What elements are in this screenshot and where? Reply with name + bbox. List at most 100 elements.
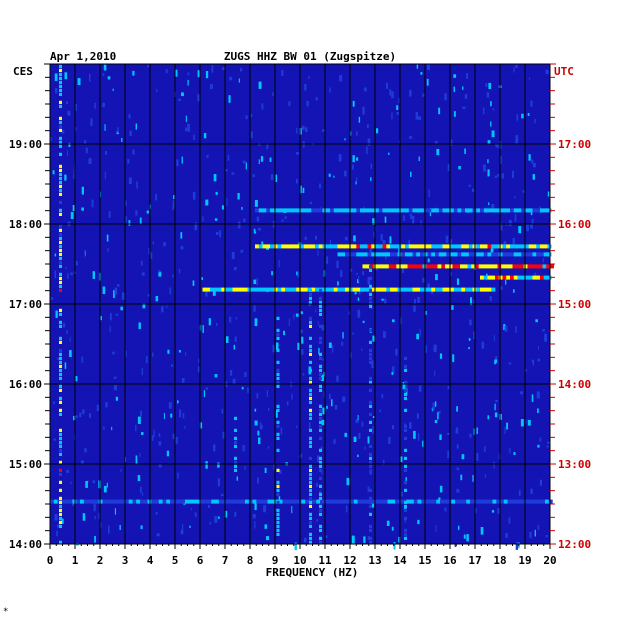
spectrogram-cell xyxy=(342,396,346,403)
spectrogram-cell xyxy=(234,436,237,440)
spectrogram-cell xyxy=(517,275,522,280)
spectrogram-cell xyxy=(404,424,407,428)
spectrogram-cell xyxy=(376,128,379,134)
spectrogram-cell xyxy=(264,524,268,529)
spectrogram-cell xyxy=(369,400,372,404)
spectrogram-cell xyxy=(342,499,347,504)
spectrogram-cell xyxy=(89,413,92,418)
spectrogram-cell xyxy=(512,264,517,269)
spectrogram-cell xyxy=(337,208,342,213)
spectrogram-cell xyxy=(106,234,109,242)
spectrogram-cell xyxy=(513,252,518,257)
spectrogram-cell xyxy=(179,409,182,418)
spectrogram-cell xyxy=(408,252,413,257)
spectrogram-cell xyxy=(473,331,476,340)
spectrogram-cell xyxy=(488,82,492,89)
spectrogram-cell xyxy=(302,187,305,193)
spectrogram-cell xyxy=(255,287,259,292)
spectrogram-cell xyxy=(415,264,419,269)
spectrogram-cell xyxy=(491,130,495,138)
spectrogram-cell xyxy=(59,496,62,500)
spectrogram-cell xyxy=(173,499,178,504)
spectrogram-cell xyxy=(502,244,507,249)
spectrogram-cell xyxy=(422,277,425,283)
spectrogram-cell xyxy=(125,350,127,357)
spectrogram-cell xyxy=(416,252,421,257)
spectrogram-cell xyxy=(59,460,62,464)
spectrogram-cell xyxy=(74,103,77,111)
spectrogram-cell xyxy=(463,534,466,539)
spectrogram-cell xyxy=(389,89,392,96)
spectrogram-cell xyxy=(400,456,403,462)
spectrogram-cell xyxy=(304,84,307,91)
spectrogram-cell xyxy=(59,348,62,352)
spectrogram-cell xyxy=(384,216,387,223)
spectrogram-cell xyxy=(252,174,255,178)
spectrogram-cell xyxy=(121,292,125,300)
spectrogram-cell xyxy=(520,419,524,427)
spectrogram-cell xyxy=(208,318,211,326)
spectrogram-cell xyxy=(59,272,62,276)
spectrogram-cell xyxy=(156,89,158,92)
spectrogram-cell xyxy=(326,405,328,409)
spectrogram-cell xyxy=(336,375,339,382)
spectrogram-cell xyxy=(494,403,496,411)
spectrogram-cell xyxy=(207,499,212,504)
x-tick-label: 15 xyxy=(418,554,431,567)
spectrogram-cell xyxy=(341,252,346,257)
spectrogram-cell xyxy=(532,252,537,257)
spectrogram-cell xyxy=(546,264,551,269)
spectrogram-cell xyxy=(513,289,515,293)
spectrogram-cell xyxy=(461,252,466,257)
spectrogram-cell xyxy=(446,208,451,213)
spectrogram-cell xyxy=(461,287,466,292)
spectrogram-cell xyxy=(309,480,312,484)
spectrogram-cell xyxy=(322,358,324,361)
spectrogram-cell xyxy=(135,123,137,130)
spectrogram-cell xyxy=(276,348,280,352)
spectrogram-cell xyxy=(177,472,179,479)
spectrogram-cell xyxy=(259,422,262,429)
spectrogram-cell xyxy=(102,499,107,504)
spectrogram-cell xyxy=(318,208,323,213)
spectrogram-cell xyxy=(232,287,237,292)
spectrogram-cell xyxy=(270,208,274,213)
spectrogram-cell xyxy=(103,64,107,71)
x-tick-label: 13 xyxy=(368,554,381,567)
spectrogram-cell xyxy=(470,297,473,306)
spectrogram-cell xyxy=(113,290,115,298)
spectrogram-cell xyxy=(276,360,280,364)
spectrogram-cell xyxy=(344,432,348,437)
spectrogram-cell xyxy=(59,372,62,376)
spectrogram-cell xyxy=(545,499,549,504)
spectrogram-cell xyxy=(477,499,482,504)
spectrogram-cell xyxy=(53,438,56,441)
spectrogram-cell xyxy=(491,275,496,280)
spectrogram-cell xyxy=(446,244,451,249)
spectrogram-cell xyxy=(185,127,188,132)
spectrogram-cell xyxy=(361,348,363,351)
spectrogram-cell xyxy=(132,70,135,76)
x-tick-label: 9 xyxy=(272,554,279,567)
spectrogram-cell xyxy=(352,155,355,163)
spectrogram-cell xyxy=(360,287,364,292)
spectrogram-cell xyxy=(59,180,62,184)
spectrogram-cell xyxy=(366,264,371,269)
spectrogram-cell xyxy=(461,244,466,249)
spectrogram-cell xyxy=(466,499,471,504)
spectrogram-cell xyxy=(500,156,502,164)
spectrogram-cell xyxy=(542,258,544,263)
spectrogram-cell xyxy=(438,497,441,502)
spectrogram-cell xyxy=(402,382,406,390)
spectrogram-cell xyxy=(412,287,417,292)
spectrogram-cell xyxy=(435,274,438,281)
spectrogram-cell xyxy=(70,212,74,219)
spectrogram-cell xyxy=(59,256,62,260)
spectrogram-cell xyxy=(488,499,493,504)
spectrogram-cell xyxy=(476,427,478,434)
spectrogram-cell xyxy=(329,87,331,93)
spectrogram-cell xyxy=(84,448,87,453)
spectrogram-cell xyxy=(369,284,372,288)
spectrogram-cell xyxy=(273,244,278,249)
spectrogram-cell xyxy=(356,131,358,136)
